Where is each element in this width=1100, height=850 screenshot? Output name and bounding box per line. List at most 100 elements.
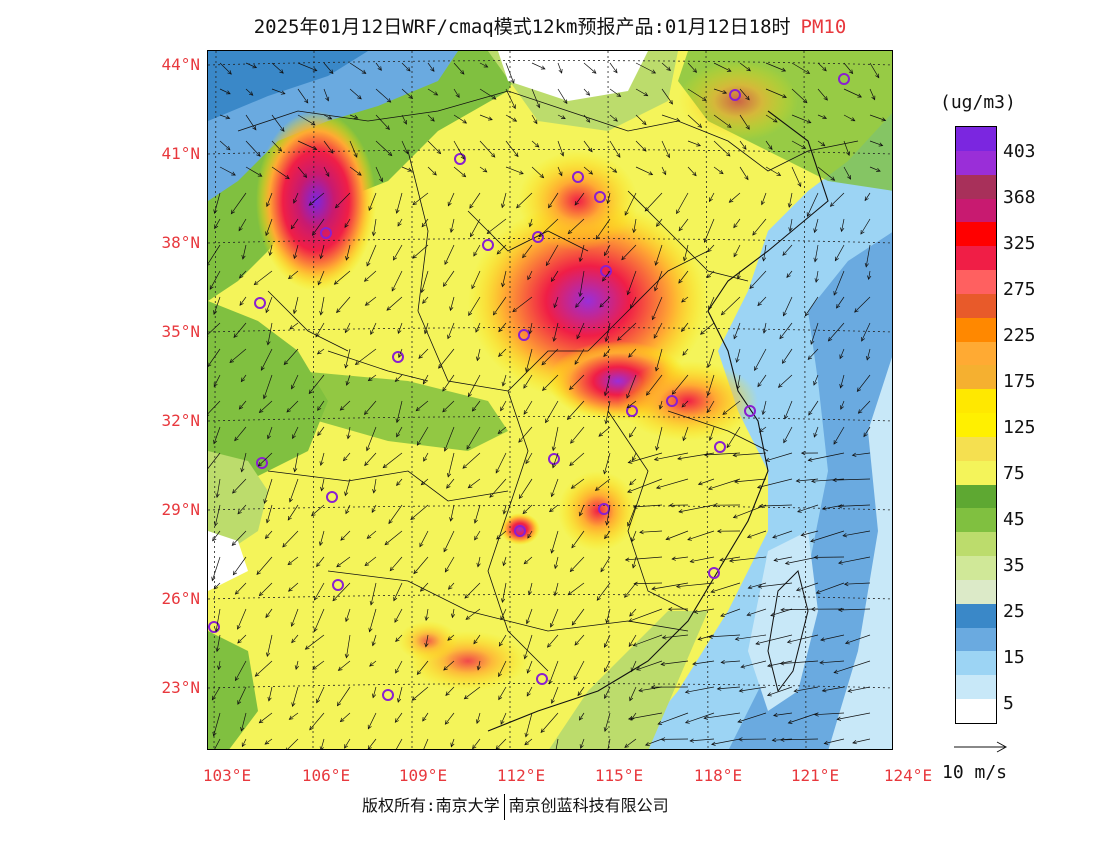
wind-vector-head	[540, 65, 546, 70]
wind-vector-head	[795, 478, 801, 483]
wind-vector	[445, 712, 455, 725]
wind-vector	[631, 530, 637, 542]
wind-vector	[639, 530, 663, 533]
wind-vector-head	[422, 379, 427, 385]
wind-vector-head	[308, 389, 313, 395]
wind-vector	[475, 322, 481, 333]
wind-vector	[498, 322, 507, 332]
wind-vector	[762, 400, 767, 415]
wind-vector	[218, 660, 221, 670]
wind-vector	[554, 556, 559, 569]
wind-vector-head	[638, 688, 643, 693]
wind-vector-head	[498, 641, 503, 647]
wind-vector-head	[473, 251, 478, 257]
wind-vector-head	[678, 226, 683, 232]
wind-vector-head	[881, 117, 887, 122]
wind-vector-head	[490, 153, 496, 158]
wind-vector-head	[340, 536, 345, 541]
wind-vector-head	[566, 415, 572, 420]
wind-vector-head	[325, 96, 330, 102]
wind-vector	[687, 166, 697, 176]
wind-vector	[690, 556, 715, 563]
wind-vector-head	[802, 98, 808, 104]
wind-vector-head	[807, 355, 813, 360]
wind-vector-head	[329, 69, 334, 75]
wind-vector	[865, 244, 871, 267]
wind-vector	[838, 504, 871, 507]
wind-vector-head	[630, 716, 635, 721]
wind-vector-head	[867, 275, 872, 281]
wind-vector-head	[793, 688, 799, 693]
wind-vector	[551, 478, 559, 497]
wind-vector-head	[518, 438, 523, 443]
wind-vector-head	[624, 593, 629, 598]
wind-vector-head	[570, 484, 576, 489]
wind-vector	[364, 556, 377, 566]
wind-vector-head	[861, 336, 866, 342]
wind-vector	[373, 478, 377, 493]
wind-vector	[443, 530, 455, 552]
wind-vector-head	[827, 336, 833, 342]
wind-vector-head	[806, 119, 812, 124]
wind-vector	[375, 62, 382, 71]
wind-vector	[237, 686, 247, 705]
wind-vector-head	[771, 737, 777, 743]
wind-vector	[323, 62, 334, 74]
wind-vector	[571, 530, 585, 549]
wind-vector	[755, 634, 793, 645]
wind-vector	[631, 660, 637, 672]
wind-vector	[830, 192, 845, 207]
wind-vector-head	[782, 311, 787, 317]
wind-vector-head	[660, 737, 666, 742]
wind-vector	[472, 400, 481, 412]
wind-vector	[321, 478, 325, 491]
wind-vector-head	[237, 700, 242, 705]
wind-vector-head	[357, 95, 362, 100]
wind-vector	[815, 270, 819, 283]
wind-vector	[548, 192, 559, 208]
wind-vector	[527, 530, 533, 539]
wind-vector-head	[423, 457, 428, 462]
wind-vector-head	[516, 203, 521, 209]
wind-vector-head	[742, 145, 747, 150]
wind-vector-head	[240, 467, 245, 473]
wind-vector	[784, 400, 793, 419]
wind-vector-head	[385, 125, 390, 130]
wind-vector	[770, 608, 793, 616]
wind-vector	[522, 504, 533, 514]
map-panel[interactable]	[207, 50, 893, 750]
wind-vector-head	[495, 745, 500, 749]
wind-vector	[235, 660, 247, 681]
wind-vector-head	[811, 478, 816, 484]
wind-vector-head	[266, 202, 271, 208]
wind-vector-head	[527, 533, 532, 539]
wind-vector-head	[627, 488, 632, 493]
wind-vector-head	[525, 619, 530, 625]
wind-vector-head	[854, 308, 859, 313]
wind-vector-head	[738, 688, 744, 693]
wind-vector-head	[571, 543, 576, 549]
wind-vector-head	[293, 198, 298, 204]
west-white-patch	[208, 531, 248, 591]
wind-vector-head	[524, 732, 529, 738]
wind-vector	[395, 374, 403, 382]
wind-vector	[848, 686, 871, 692]
wind-vector-head	[632, 456, 636, 462]
wind-vector-head	[561, 115, 566, 119]
wind-vector	[707, 374, 715, 396]
wind-vector-head	[344, 491, 349, 497]
wind-vector-head	[344, 744, 349, 749]
wind-vector	[545, 244, 559, 266]
wind-vector-head	[639, 529, 644, 535]
wind-vector-head	[283, 360, 289, 366]
lat-label-29: 29°N	[161, 500, 200, 519]
wind-vector-head	[327, 115, 333, 120]
wind-vector	[574, 634, 585, 646]
wind-vector	[259, 400, 273, 413]
wind-vector	[627, 504, 637, 527]
wind-vector-head	[226, 90, 231, 95]
wind-vector	[271, 88, 286, 95]
wind-vector	[704, 218, 715, 243]
wind-vector	[340, 530, 351, 541]
wind-vector	[780, 660, 819, 664]
